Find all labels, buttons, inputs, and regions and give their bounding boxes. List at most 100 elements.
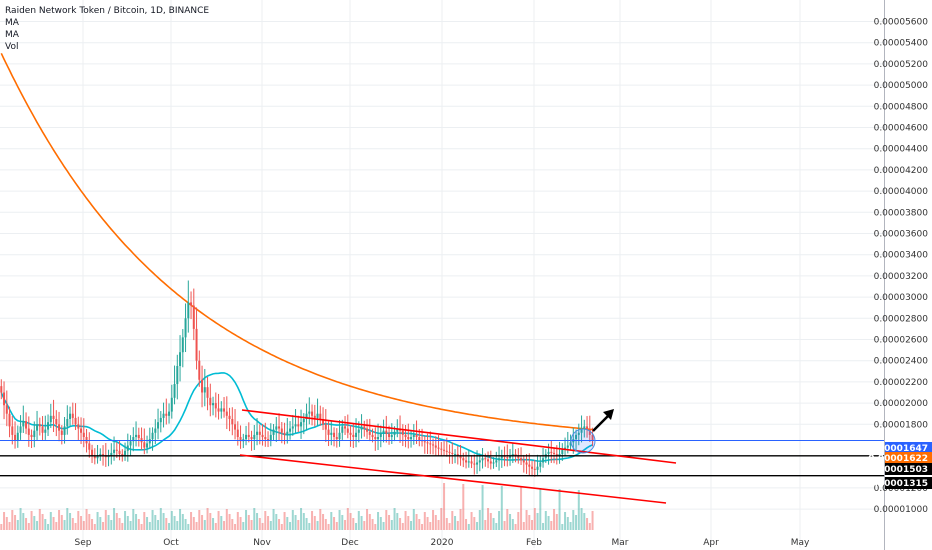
legend-volume[interactable]: Vol bbox=[5, 42, 19, 52]
candle-body bbox=[561, 449, 564, 454]
candle-body bbox=[305, 413, 308, 419]
volume-bar bbox=[261, 523, 264, 530]
volume-bar bbox=[289, 522, 292, 530]
drawing-overlays bbox=[0, 409, 884, 504]
candle-body bbox=[58, 424, 61, 431]
volume-bar bbox=[371, 519, 374, 530]
volume-bar bbox=[113, 508, 116, 530]
candle-body bbox=[181, 337, 184, 353]
candle-body bbox=[531, 466, 534, 469]
candle-body bbox=[291, 426, 294, 429]
candle-body bbox=[71, 413, 74, 418]
volume-bar bbox=[520, 487, 523, 530]
volume-bar bbox=[223, 521, 226, 530]
volume-bar bbox=[198, 510, 201, 530]
candle-body bbox=[124, 450, 127, 457]
candle-body bbox=[19, 426, 22, 433]
volume-bar bbox=[313, 516, 316, 530]
candle-body bbox=[176, 366, 179, 385]
candle-body bbox=[547, 451, 550, 454]
breakout-arrow-head bbox=[603, 409, 614, 420]
volume-bar bbox=[462, 484, 465, 530]
candle-body bbox=[154, 428, 157, 433]
volume-bar bbox=[580, 508, 583, 530]
candle-body bbox=[137, 434, 140, 439]
candle-body bbox=[327, 429, 330, 435]
candle-body bbox=[14, 434, 17, 441]
price-tick-label: 0.00005200 bbox=[874, 60, 929, 70]
candle-body bbox=[550, 451, 553, 453]
candle-body bbox=[500, 456, 503, 459]
volume-bar bbox=[382, 522, 385, 530]
candle-body bbox=[258, 431, 261, 435]
volume-bar bbox=[286, 517, 289, 530]
volume-bar bbox=[572, 510, 575, 530]
volume-bar bbox=[401, 523, 404, 530]
volume-bar bbox=[487, 508, 490, 530]
candle-body bbox=[506, 457, 509, 459]
candle-body bbox=[44, 429, 47, 433]
candle-body bbox=[96, 456, 99, 459]
volume-bar bbox=[363, 521, 366, 530]
candle-body bbox=[379, 432, 382, 438]
candle-body bbox=[135, 434, 138, 438]
candle-body bbox=[234, 424, 237, 430]
volume-bar bbox=[60, 515, 63, 530]
price-tick-label: 0.00003800 bbox=[874, 208, 929, 218]
candle-body bbox=[503, 456, 506, 458]
volume-bar bbox=[201, 515, 204, 530]
volume-bar bbox=[239, 517, 242, 530]
volume-bar bbox=[346, 508, 349, 530]
volume-bar bbox=[426, 517, 429, 530]
volume-bar bbox=[93, 524, 96, 530]
time-axis[interactable]: Sep Oct Nov Dec 2020 Feb Mar Apr May bbox=[75, 538, 810, 548]
volume-bar bbox=[55, 522, 58, 530]
price-axis[interactable]: 0.00005600 0.00005400 0.00005200 0.00005000… bbox=[868, 0, 932, 550]
legend-ma-short[interactable]: MA bbox=[5, 30, 19, 40]
volume-bar bbox=[498, 511, 501, 530]
volume-bar bbox=[577, 490, 580, 530]
price-tick-label: 0.00004600 bbox=[874, 124, 929, 134]
volume-bar bbox=[258, 518, 261, 530]
candle-body bbox=[341, 426, 344, 433]
candle-body bbox=[27, 428, 30, 435]
volume-bar bbox=[135, 514, 138, 530]
symbol-title[interactable]: Raiden Network Token / Bitcoin, 1D, BINA… bbox=[5, 6, 210, 16]
candle-body bbox=[456, 453, 459, 457]
price-label-bg bbox=[885, 452, 932, 464]
candle-body bbox=[577, 432, 580, 435]
volume-bar bbox=[77, 511, 80, 530]
candle-body bbox=[371, 434, 374, 438]
volume-bar bbox=[393, 508, 396, 530]
candle-body bbox=[583, 426, 586, 429]
volume-bar bbox=[357, 511, 360, 530]
volume-bar bbox=[473, 517, 476, 530]
legend-ma-long[interactable]: MA bbox=[5, 18, 19, 28]
volume-bar bbox=[44, 519, 47, 530]
candle-body bbox=[22, 421, 25, 427]
volume-bar bbox=[110, 520, 113, 530]
volume-bar bbox=[124, 511, 127, 530]
volume-bar bbox=[533, 508, 536, 530]
candle-body bbox=[487, 459, 490, 462]
candle-body bbox=[555, 453, 558, 457]
volume-bar bbox=[165, 518, 168, 530]
candle-body bbox=[454, 453, 457, 455]
volume-bar bbox=[275, 514, 278, 530]
candle-body bbox=[569, 442, 572, 446]
volume-bar bbox=[344, 520, 347, 530]
volume-bar bbox=[511, 519, 514, 530]
candle-body bbox=[91, 449, 94, 457]
time-tick-label: Nov bbox=[253, 538, 271, 548]
candle-body bbox=[132, 437, 135, 442]
volume-bar bbox=[481, 485, 484, 530]
volume-bar bbox=[176, 521, 179, 530]
volume-bar bbox=[190, 512, 193, 530]
candle-body bbox=[195, 328, 198, 361]
candle-body bbox=[212, 403, 215, 406]
volume-bar bbox=[451, 511, 454, 530]
volume-bar bbox=[49, 512, 52, 530]
volume-bar bbox=[327, 524, 330, 530]
